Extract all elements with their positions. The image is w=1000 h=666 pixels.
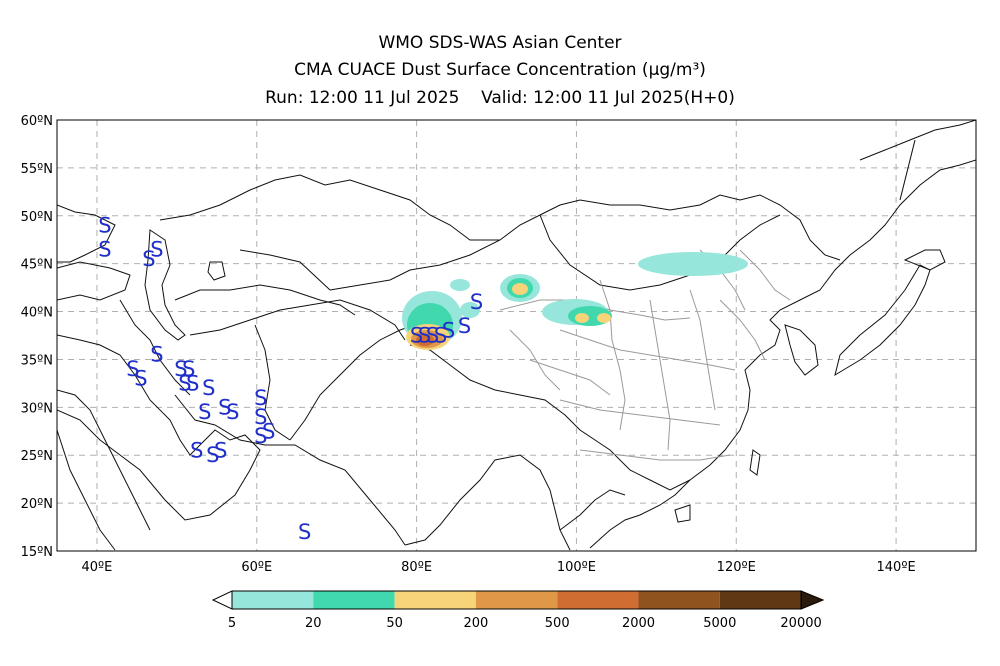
sandstorm-symbol: S [442,319,455,343]
sandstorm-symbol: S [150,343,163,367]
sandstorm-symbol: S [458,314,471,338]
sandstorm-symbol: S [174,357,187,381]
sandstorm-symbol: S [198,400,211,424]
lon-tick-label: 140ºE [877,560,916,575]
lat-tick-label: 35ºN [21,353,53,368]
sandstorm-symbol: S [98,237,111,261]
legend-label: 20000 [780,616,821,631]
legend-label: 200 [463,616,488,631]
lon-tick-label: 60ºE [241,560,272,575]
lat-tick-label: 50ºN [21,210,53,225]
title-line-3: Run: 12:00 11 Jul 2025 Valid: 12:00 11 J… [265,88,735,108]
coastlines-and-borders [57,120,976,551]
legend-color-swatch [557,591,639,609]
legend-color-swatch [313,591,395,609]
lat-tick-label: 45ºN [21,258,53,273]
map-frame [56,119,977,552]
legend-label: 20 [305,616,322,631]
sandstorm-symbol: S [142,247,155,271]
sandstorm-symbol: S [182,357,195,381]
lat-tick-label: 55ºN [21,162,53,177]
sandstorm-symbol: S [98,213,111,237]
legend-label: 5 [228,616,236,631]
sandstorm-symbol: S [262,419,275,443]
legend-color-swatch [232,591,314,609]
sandstorm-symbol: S [206,443,219,467]
title-line-1: WMO SDS-WAS Asian Center [378,33,622,53]
legend-color-swatch [638,591,720,609]
sandstorm-symbol: S [178,371,191,395]
sandstorm-symbol: S [218,395,231,419]
sandstorm-symbol: S [434,324,447,348]
sandstorm-symbol: S [150,237,163,261]
lat-tick-label: 15ºN [21,545,53,560]
lon-tick-label: 120ºE [717,560,756,575]
sandstorm-symbol: S [186,371,199,395]
sandstorm-symbol: S [134,367,147,391]
lat-tick-label: 40ºN [21,306,53,321]
province-borders [499,249,791,461]
lat-tick-label: 30ºN [21,401,53,416]
sandstorm-symbol: S [426,324,439,348]
lat-tick-label: 25ºN [21,449,53,464]
sandstorm-symbol: S [190,438,203,462]
latitude-labels: 15ºN 20ºN 25ºN 30ºN 35ºN 40ºN 45ºN 50ºN 55ºN 60ºN [21,114,53,560]
longitude-labels: 40ºE 60ºE 80ºE 100ºE 120ºE 140ºE [82,560,916,575]
sandstorm-symbol: S [418,324,431,348]
legend-color-swatch [475,591,558,609]
legend-over-triangle [800,590,825,610]
sandstorm-symbol: S [470,290,483,314]
sandstorm-symbol: S [298,520,311,544]
title-line-2: CMA CUACE Dust Surface Concentration (μg… [294,60,706,80]
legend-label: 5000 [703,616,736,631]
map-gridlines [57,120,976,551]
legend-label: 2000 [622,616,655,631]
dust-concentration-shading [402,252,748,350]
legend-frame [231,590,802,610]
sandstorm-symbol: S [202,376,215,400]
lon-tick-label: 80ºE [401,560,432,575]
sandstorm-symbol: S [410,324,423,348]
legend-color-swatch [719,591,802,609]
lon-tick-label: 100ºE [557,560,596,575]
sandstorm-symbol: S [254,386,267,410]
sandstorm-symbol: S [254,405,267,429]
legend-under-triangle [211,590,233,610]
legend-label: 500 [545,616,570,631]
lon-tick-label: 40ºE [82,560,113,575]
legend-color-swatch [394,591,476,609]
sandstorm-symbol: S [226,400,239,424]
sandstorm-symbol: S [126,357,139,381]
legend-label: 50 [386,616,403,631]
sandstorm-symbol: S [214,438,227,462]
lat-tick-label: 20ºN [21,497,53,512]
lat-tick-label: 60ºN [21,114,53,129]
sandstorm-symbol: S [254,424,267,448]
color-legend: 5 20 50 200 500 2000 5000 20000 [211,590,825,631]
